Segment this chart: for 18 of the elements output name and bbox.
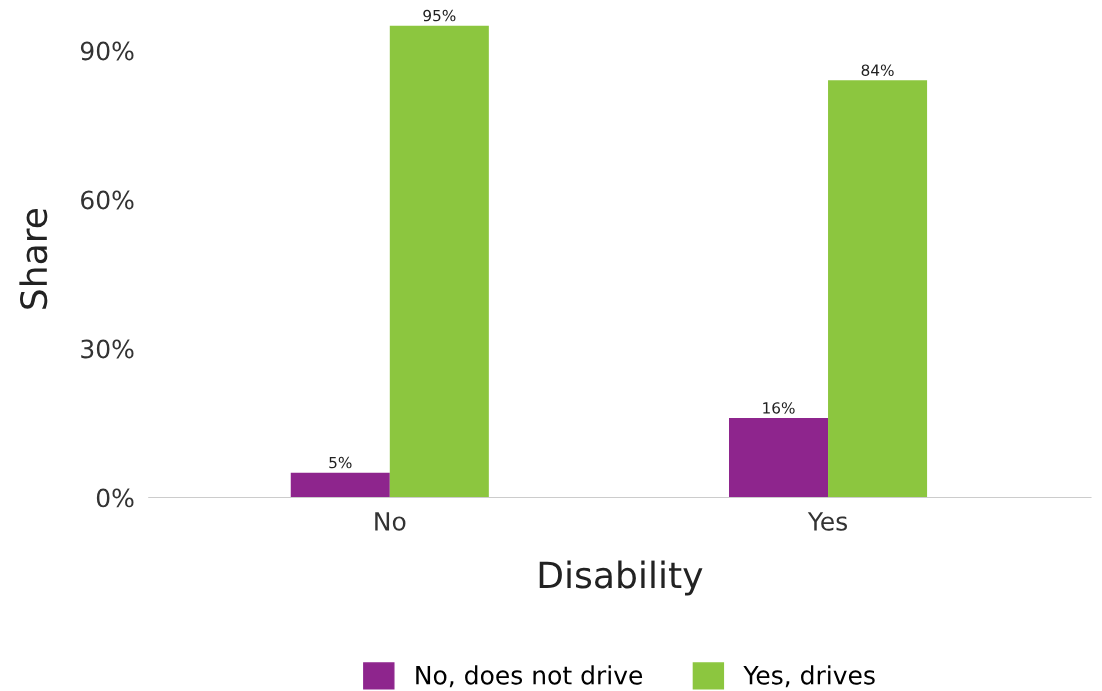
y-tick-label: 30%	[81, 339, 134, 359]
bar	[389, 25, 489, 498]
bar	[729, 418, 829, 498]
x-axis-title: Disability	[539, 560, 703, 596]
y-tick-label: 60%	[81, 190, 134, 210]
data-label: 5%	[329, 456, 352, 469]
legend-label: No, does not drive	[416, 665, 643, 688]
x-tick-label: Yes	[807, 512, 847, 531]
y-axis-title: Share	[19, 208, 48, 309]
legend-label: Yes, drives	[743, 665, 875, 688]
bar	[290, 472, 390, 498]
x-tick-label: No	[375, 512, 406, 531]
data-label: 16%	[763, 402, 795, 414]
bar	[828, 80, 928, 498]
y-tick-label: 90%	[80, 41, 134, 61]
data-label: 95%	[423, 9, 456, 22]
y-tick-label: 0%	[96, 488, 134, 508]
data-label: 84%	[861, 64, 894, 76]
